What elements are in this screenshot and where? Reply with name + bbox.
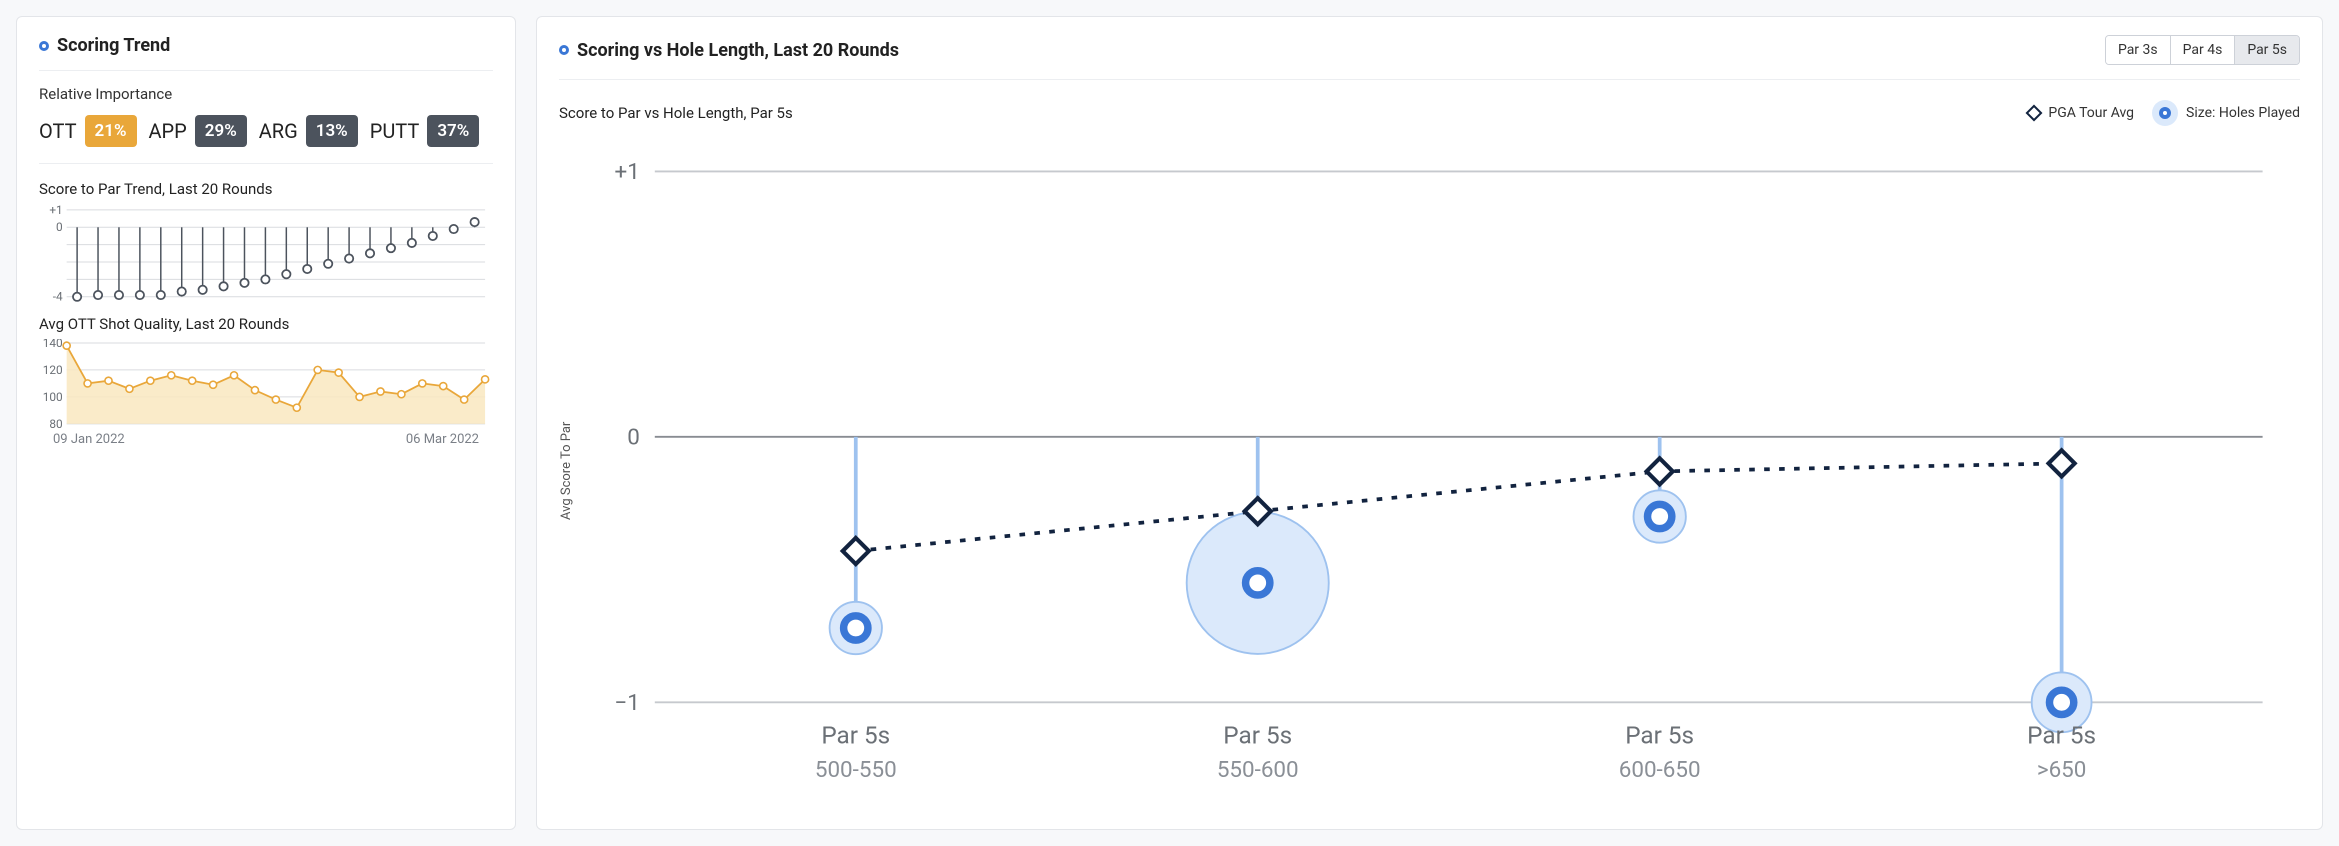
score-trend-chart: +1 0 -4: [39, 204, 493, 303]
svg-text:−1: −1: [614, 690, 639, 716]
legend-pga-label: PGA Tour Avg: [2048, 105, 2134, 121]
rel-importance-item: OTT 21%: [39, 115, 137, 147]
date-end: 06 Mar 2022: [406, 432, 479, 447]
chart-subtitle: Score to Par vs Hole Length, Par 5s: [559, 104, 793, 122]
svg-text:600-650: 600-650: [1619, 757, 1701, 783]
bubble-icon: [2152, 100, 2178, 126]
svg-text:+1: +1: [49, 204, 62, 217]
rel-importance-badge: 29%: [195, 115, 247, 147]
ott-quality-title: Avg OTT Shot Quality, Last 20 Rounds: [39, 315, 493, 333]
svg-text:80: 80: [49, 417, 62, 428]
date-range: 09 Jan 2022 06 Mar 2022: [39, 432, 493, 447]
svg-text:550-600: 550-600: [1217, 757, 1299, 783]
rel-importance-heading: Relative Importance: [39, 85, 493, 103]
right-chart-wrap: Avg Score To Par +1 0 −1 Par 5s 500-550 Par 5…: [559, 134, 2300, 807]
svg-text:0: 0: [627, 424, 640, 450]
svg-text:Par 5s: Par 5s: [2027, 720, 2096, 749]
diamond-icon: [2026, 105, 2043, 122]
svg-text:>650: >650: [2037, 757, 2087, 783]
svg-text:Par 5s: Par 5s: [821, 720, 890, 749]
rel-importance-badge: 37%: [427, 115, 479, 147]
card-title-text: Scoring Trend: [57, 35, 170, 56]
svg-text:140: 140: [43, 339, 63, 350]
legend-pga: PGA Tour Avg: [2028, 105, 2134, 121]
svg-text:Par 5s: Par 5s: [1223, 720, 1292, 749]
divider: [39, 163, 493, 164]
card-title: Scoring Trend: [39, 35, 170, 56]
svg-text:0: 0: [56, 220, 63, 234]
score-trend-title: Score to Par Trend, Last 20 Rounds: [39, 180, 493, 198]
rel-importance-item: APP 29%: [149, 115, 247, 147]
rel-importance-row: OTT 21% APP 29% ARG 13% PUTT 37%: [39, 115, 493, 147]
rel-importance-badge: 21%: [85, 115, 137, 147]
rel-importance-label: PUTT: [370, 119, 420, 143]
ring-bullet-icon: [559, 45, 569, 55]
card-title: Scoring vs Hole Length, Last 20 Rounds: [559, 40, 899, 61]
rel-importance-label: OTT: [39, 119, 77, 143]
par-tab[interactable]: Par 4s: [2170, 36, 2235, 64]
rel-importance-item: ARG 13%: [259, 115, 358, 147]
svg-text:120: 120: [43, 363, 63, 377]
scoring-trend-card: Scoring Trend Relative Importance OTT 21%…: [16, 16, 516, 830]
card-header: Scoring vs Hole Length, Last 20 Rounds P…: [559, 35, 2300, 80]
svg-text:100: 100: [43, 390, 63, 404]
rel-importance-label: ARG: [259, 119, 298, 143]
scoring-vs-length-chart: +1 0 −1 Par 5s 500-550 Par 5s 550-600 Par 5s 600…: [580, 134, 2300, 807]
svg-text:500-550: 500-550: [815, 757, 897, 783]
card-header: Scoring Trend: [39, 35, 493, 71]
par-tab[interactable]: Par 5s: [2234, 36, 2299, 64]
svg-text:+1: +1: [615, 159, 640, 185]
svg-text:Par 5s: Par 5s: [1625, 720, 1694, 749]
svg-text:-4: -4: [53, 290, 63, 303]
ring-bullet-icon: [39, 41, 49, 51]
legend: PGA Tour Avg Size: Holes Played: [2028, 100, 2300, 126]
card-title-text: Scoring vs Hole Length, Last 20 Rounds: [577, 40, 899, 61]
rel-importance-badge: 13%: [306, 115, 358, 147]
rel-importance-label: APP: [149, 119, 187, 143]
right-sub-header: Score to Par vs Hole Length, Par 5s PGA …: [559, 100, 2300, 126]
legend-size: Size: Holes Played: [2152, 100, 2300, 126]
y-axis-label: Avg Score To Par: [559, 134, 574, 807]
rel-importance-item: PUTT 37%: [370, 115, 480, 147]
par-tab[interactable]: Par 3s: [2106, 36, 2170, 64]
par-tab-group: Par 3sPar 4sPar 5s: [2105, 35, 2300, 65]
ott-quality-chart: 140 120 100 80: [39, 339, 493, 428]
scoring-vs-length-card: Scoring vs Hole Length, Last 20 Rounds P…: [536, 16, 2323, 830]
legend-size-label: Size: Holes Played: [2186, 105, 2300, 121]
date-start: 09 Jan 2022: [53, 432, 125, 447]
